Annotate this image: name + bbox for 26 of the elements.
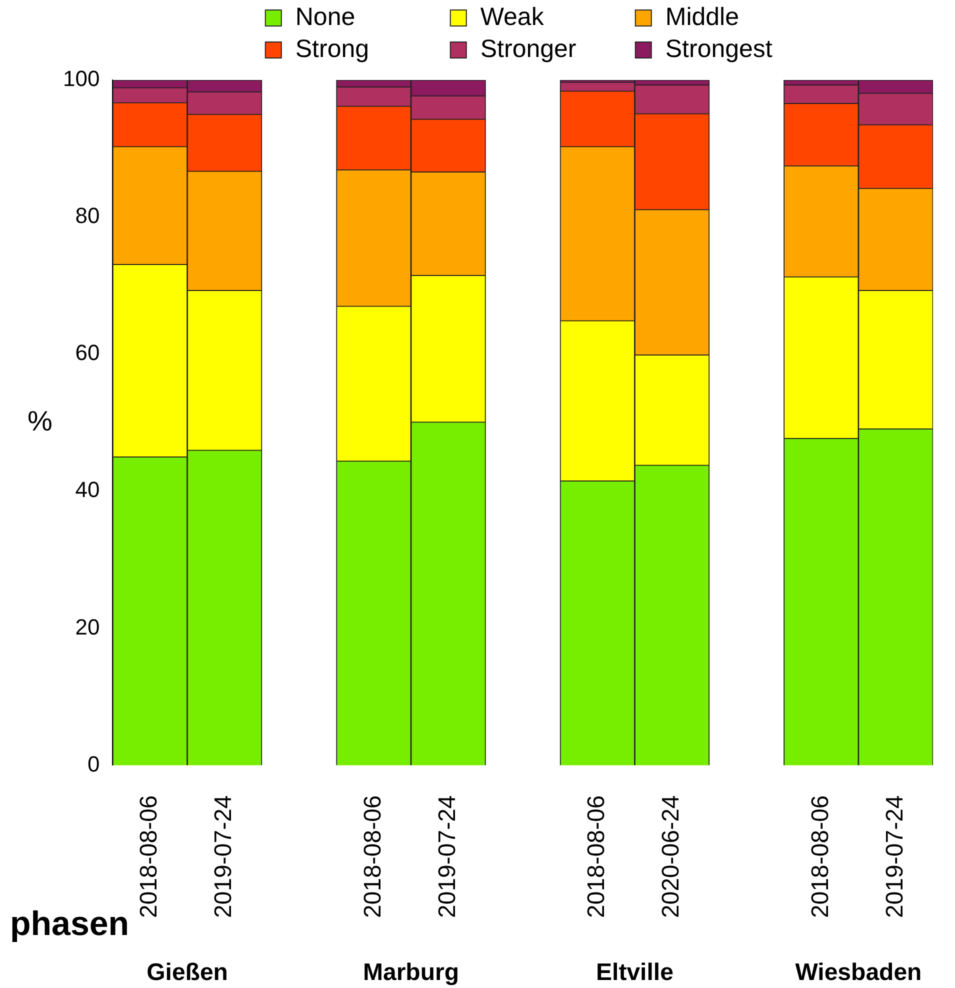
y-tick-label: 40: [75, 477, 100, 502]
x-tick-label: 2019-07-24: [434, 795, 461, 918]
legend-label: Stronger: [480, 34, 576, 63]
legend-label: Middle: [665, 2, 740, 31]
text: Gießen: [146, 959, 228, 986]
text: Wiesbaden: [795, 959, 922, 986]
legend-label: None: [295, 2, 356, 31]
y-tick-label: 60: [75, 340, 100, 366]
x-tick-label: 2019-07-24: [881, 795, 908, 918]
legend-label: Strongest: [665, 34, 772, 63]
x-tick-label: 2018-08-06: [583, 795, 610, 918]
x-tick-label: 2019-07-24: [210, 795, 238, 918]
x-tick-label: 2018-08-06: [136, 795, 163, 918]
legend-label: Weak: [480, 2, 544, 31]
y-axis-title: %: [28, 405, 52, 436]
y-tick-label: 20: [75, 614, 100, 640]
y-tick-label: 0: [87, 751, 100, 776]
x-tick-label: 2018-08-06: [806, 795, 834, 918]
text: phasen: [10, 905, 130, 943]
y-tick-label: 100: [62, 66, 100, 92]
y-tick-label: 80: [75, 203, 100, 228]
x-tick-label: 2018-08-06: [359, 795, 386, 918]
text: Marburg: [363, 959, 460, 986]
x-tick-label: 2020-06-24: [658, 795, 685, 918]
text: Eltville: [596, 959, 674, 986]
legend-label: Strong: [295, 34, 370, 63]
